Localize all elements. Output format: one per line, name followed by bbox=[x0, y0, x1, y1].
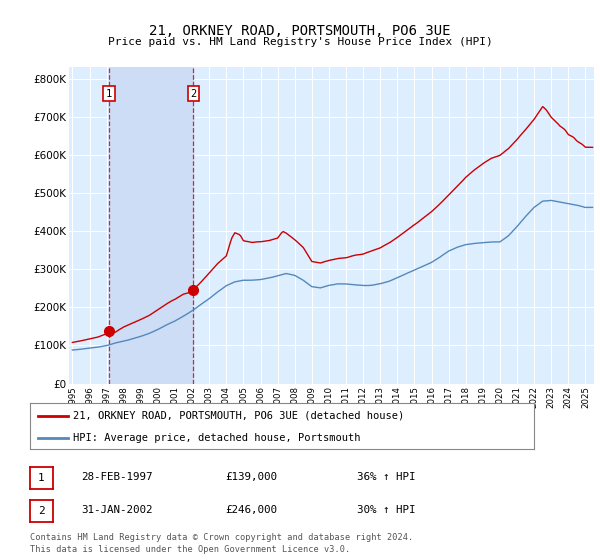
Bar bbox=[109, 67, 193, 384]
Text: 21, ORKNEY ROAD, PORTSMOUTH, PO6 3UE (detached house): 21, ORKNEY ROAD, PORTSMOUTH, PO6 3UE (de… bbox=[73, 410, 404, 421]
Text: 21, ORKNEY ROAD, PORTSMOUTH, PO6 3UE: 21, ORKNEY ROAD, PORTSMOUTH, PO6 3UE bbox=[149, 24, 451, 38]
Text: 1: 1 bbox=[38, 473, 45, 483]
Text: 31-JAN-2002: 31-JAN-2002 bbox=[81, 505, 152, 515]
Text: 28-FEB-1997: 28-FEB-1997 bbox=[81, 472, 152, 482]
Text: 1: 1 bbox=[106, 89, 112, 99]
Text: 36% ↑ HPI: 36% ↑ HPI bbox=[357, 472, 415, 482]
Text: Contains HM Land Registry data © Crown copyright and database right 2024.: Contains HM Land Registry data © Crown c… bbox=[30, 533, 413, 542]
Text: 30% ↑ HPI: 30% ↑ HPI bbox=[357, 505, 415, 515]
Text: £246,000: £246,000 bbox=[225, 505, 277, 515]
Text: 2: 2 bbox=[190, 89, 197, 99]
Text: 2: 2 bbox=[38, 506, 45, 516]
Text: This data is licensed under the Open Government Licence v3.0.: This data is licensed under the Open Gov… bbox=[30, 545, 350, 554]
Text: Price paid vs. HM Land Registry's House Price Index (HPI): Price paid vs. HM Land Registry's House … bbox=[107, 37, 493, 47]
Text: £139,000: £139,000 bbox=[225, 472, 277, 482]
Text: HPI: Average price, detached house, Portsmouth: HPI: Average price, detached house, Port… bbox=[73, 433, 361, 442]
